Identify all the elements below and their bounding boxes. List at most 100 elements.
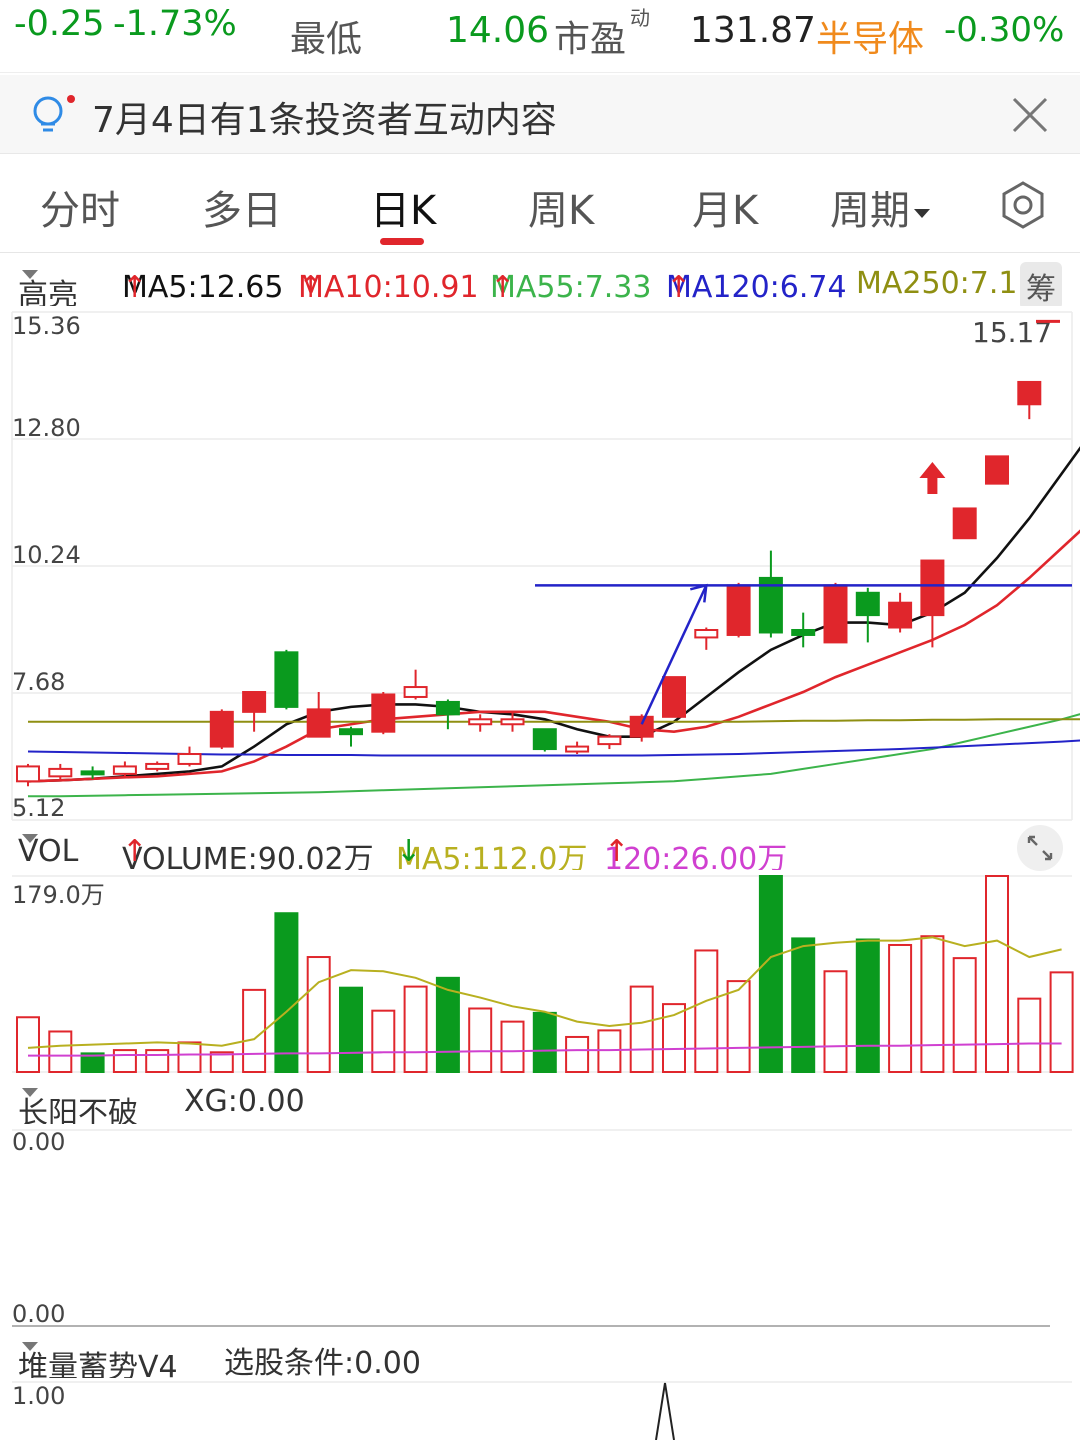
xg-indicator-row: 长阳不破 XG:0.00 [0, 1080, 1080, 1124]
candle-body [694, 628, 719, 639]
volume-bar [888, 943, 913, 1073]
volume-bar [985, 875, 1009, 1073]
xg-value: XG:0.00 [184, 1084, 305, 1119]
candle-body [597, 735, 622, 746]
candle-body [145, 762, 170, 770]
kline-axis-label: 15.36 [12, 312, 81, 340]
kline-axis-label: 10.24 [12, 541, 81, 569]
ma55-arrow: ↑ [490, 270, 516, 305]
ma5-value: MA5:12.65 [122, 270, 284, 305]
dl-top-label: 1.00 [12, 1382, 66, 1410]
ma120-arrow: ↑ [666, 270, 692, 305]
volume-bar [532, 1011, 557, 1074]
volume-bar [112, 1049, 137, 1074]
xg-top-label: 0.00 [12, 1128, 66, 1156]
candle-body [403, 686, 428, 698]
volume-bar [242, 988, 267, 1073]
change-value: -0.25 [14, 4, 105, 44]
ma5-arrow: ↑ [122, 270, 148, 305]
trend-arrow [640, 584, 708, 725]
volume-bar [209, 1051, 234, 1074]
kline-axis-label: 7.68 [12, 668, 66, 696]
pe-label: 市盈 [554, 19, 627, 60]
volume-bar [371, 1009, 396, 1074]
dl-spike [655, 1382, 675, 1440]
tab-period-label: 周期 [830, 188, 910, 234]
ma10-arrow: ↑ [298, 270, 324, 305]
volume-bar [791, 937, 816, 1073]
chevron-down-icon [914, 208, 930, 218]
dl-chart [12, 1381, 1072, 1440]
volume-bar [855, 938, 880, 1073]
volume-bar [726, 980, 751, 1073]
candle-body [565, 745, 590, 753]
volume-bar [403, 985, 428, 1073]
low-value: 14.06 [446, 10, 550, 51]
low-label: 最低 [290, 19, 363, 60]
close-icon[interactable] [1010, 95, 1050, 135]
sector-name[interactable]: 半导体 [816, 19, 925, 60]
candle-body [435, 700, 460, 716]
investor-notice-bar[interactable]: 7月4日有1条投资者互动内容 [0, 75, 1080, 154]
candle-body [112, 765, 137, 775]
settings-hexagon-icon[interactable] [998, 180, 1048, 230]
kline-mode-label: 高亮 [18, 278, 78, 306]
volume-bar [952, 957, 977, 1074]
trend-arrow-head [689, 583, 708, 603]
candle-body [888, 601, 913, 629]
candle-body [242, 691, 267, 713]
volume-bar [597, 1029, 622, 1074]
vol-max-label: 179.0万 [12, 881, 105, 909]
dl-mode-label: 堆量蓄势V4 [18, 1350, 178, 1378]
chip-distribution-button[interactable]: 筹 [1020, 262, 1062, 306]
volume-chart[interactable] [0, 870, 1080, 1080]
candle-body [1017, 380, 1042, 406]
chevron-down-icon [22, 834, 38, 843]
tab-weekly-k[interactable]: 周K [528, 188, 595, 234]
candle-body [371, 693, 396, 733]
kline-chart[interactable] [0, 310, 1080, 821]
dl-indicator-row: 堆量蓄势V4 选股条件:0.00 [0, 1334, 1080, 1378]
ma250-label: MA250:7.1 [856, 266, 1018, 301]
kline-axis-label: 12.80 [12, 414, 81, 442]
up-arrow-signal-icon [919, 462, 946, 494]
xg-bottom-label: 0.00 [12, 1300, 66, 1328]
kline-indicator-row: 高亮 MA5:12.65 ↑ MA10:10.91 ↑ MA55:7.33 ↑ MA1… [0, 262, 1080, 306]
candle-body [985, 455, 1009, 485]
candle-body [823, 584, 848, 644]
chevron-down-icon [22, 270, 38, 279]
tab-intraday[interactable]: 分时 [40, 188, 120, 234]
tab-monthly-k[interactable]: 月K [692, 188, 759, 234]
candle-body [339, 728, 363, 736]
volume-bar [1049, 971, 1074, 1073]
sector-change: -0.30% [944, 10, 1065, 50]
candle-body [177, 753, 202, 765]
volume-bar [177, 1041, 202, 1074]
candle-body [726, 584, 751, 636]
candle-body [16, 765, 40, 783]
candle-body [629, 715, 654, 738]
candle-body [758, 576, 783, 634]
candle-body [855, 591, 880, 617]
tab-daily-k[interactable]: 日K [370, 188, 437, 234]
volume-bar [48, 1030, 73, 1074]
volume-bar [500, 1020, 525, 1073]
vol-ma5-text: MA5:112.0万 [396, 842, 588, 870]
tab-period[interactable]: 周期 [830, 178, 930, 236]
ma120-line [27, 739, 1080, 757]
candle-body [500, 718, 525, 726]
candle-body [920, 559, 945, 617]
ma250-line [28, 718, 1080, 723]
ma120-value: MA120:6.74 [666, 270, 847, 305]
volume-bar [339, 986, 363, 1073]
xg-mode-label: 长阳不破 [18, 1096, 138, 1124]
expand-icon[interactable] [1016, 824, 1064, 872]
vol-ma120-arrow: ↑ [604, 834, 630, 869]
candle-body [274, 651, 299, 708]
volume-indicator-row: VOL VOLUME:90.02万 ↑ MA5:112.0万 ↓ 120:26.00… [0, 826, 1080, 870]
volume-bar [80, 1052, 105, 1074]
volume-bar [145, 1049, 170, 1074]
volume-bar [823, 970, 848, 1073]
tab-multi-day[interactable]: 多日 [202, 188, 282, 234]
volume-bar [306, 956, 331, 1074]
